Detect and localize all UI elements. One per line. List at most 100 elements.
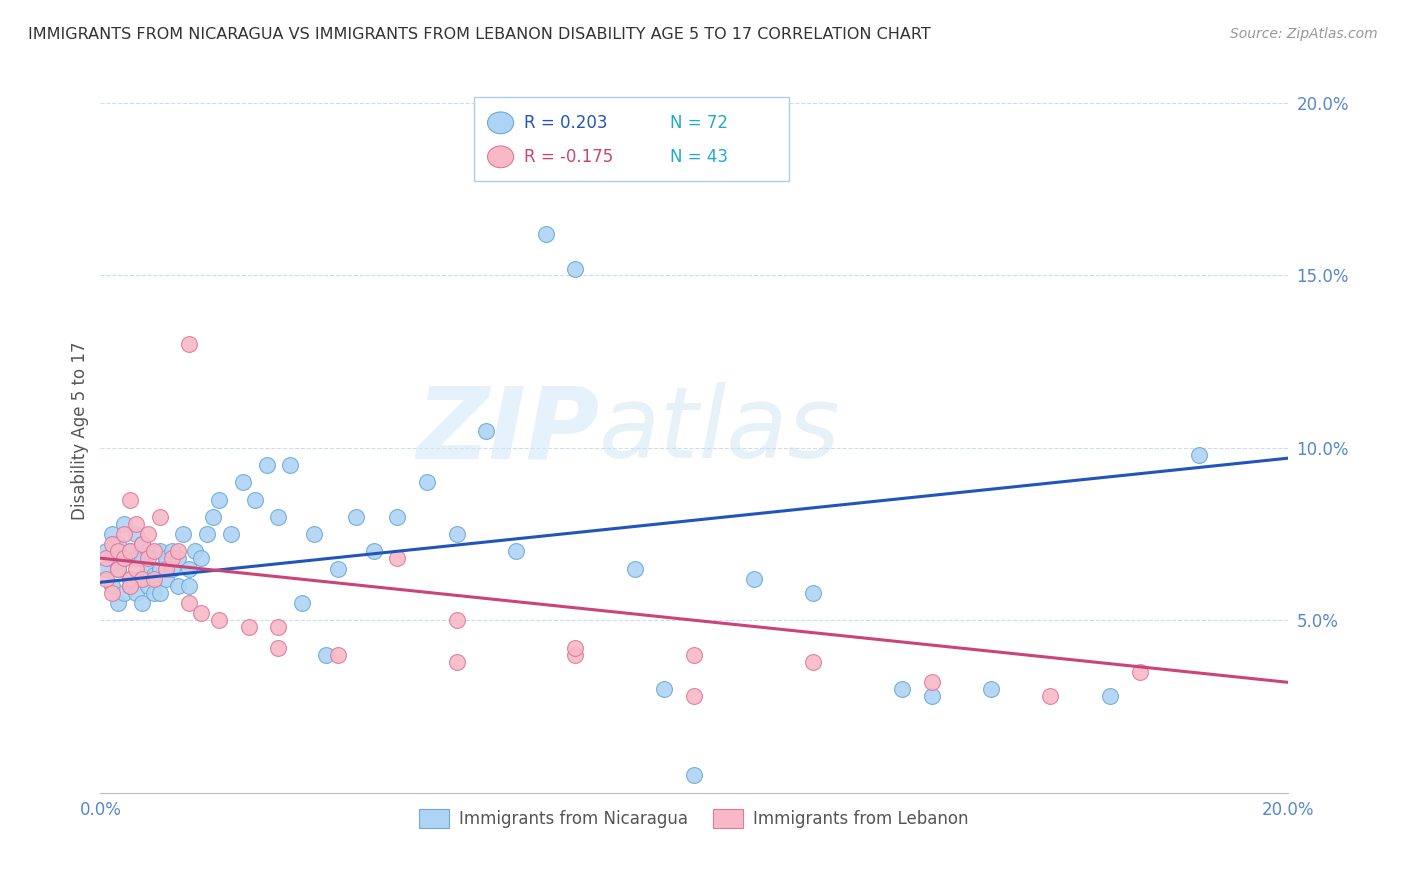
- Point: [683, 648, 706, 662]
- Point: [118, 572, 141, 586]
- Point: [446, 655, 468, 669]
- Point: [107, 561, 129, 575]
- Point: [166, 551, 188, 566]
- Point: [112, 551, 135, 566]
- Point: [125, 516, 148, 531]
- Point: [136, 561, 159, 575]
- Point: [101, 585, 124, 599]
- Point: [160, 551, 183, 566]
- Point: [149, 585, 172, 599]
- Point: [131, 572, 153, 586]
- Point: [280, 458, 302, 472]
- Point: [125, 561, 148, 575]
- Point: [243, 492, 266, 507]
- Point: [801, 585, 824, 599]
- Point: [96, 551, 118, 566]
- Point: [1039, 689, 1062, 703]
- Y-axis label: Disability Age 5 to 17: Disability Age 5 to 17: [72, 342, 89, 520]
- Point: [136, 527, 159, 541]
- Point: [256, 458, 278, 472]
- Point: [179, 579, 201, 593]
- Point: [155, 551, 177, 566]
- Ellipse shape: [488, 112, 513, 134]
- Point: [387, 509, 409, 524]
- Ellipse shape: [488, 146, 513, 168]
- Point: [190, 607, 212, 621]
- Point: [980, 682, 1002, 697]
- Point: [1128, 665, 1150, 679]
- Point: [118, 544, 141, 558]
- Point: [505, 544, 527, 558]
- Point: [107, 561, 129, 575]
- Point: [136, 551, 159, 566]
- Point: [118, 544, 141, 558]
- Point: [363, 544, 385, 558]
- Point: [96, 544, 118, 558]
- Point: [238, 620, 260, 634]
- Point: [112, 527, 135, 541]
- Point: [208, 613, 231, 627]
- Point: [387, 551, 409, 566]
- Text: atlas: atlas: [599, 382, 841, 479]
- Point: [267, 509, 290, 524]
- Point: [219, 527, 242, 541]
- Point: [131, 551, 153, 566]
- Point: [921, 675, 943, 690]
- Point: [891, 682, 914, 697]
- Point: [564, 261, 586, 276]
- FancyBboxPatch shape: [474, 97, 789, 181]
- Text: R = -0.175: R = -0.175: [524, 148, 613, 166]
- Point: [326, 561, 349, 575]
- Point: [125, 527, 148, 541]
- Point: [173, 527, 195, 541]
- Point: [107, 537, 129, 551]
- Point: [190, 551, 212, 566]
- Point: [683, 768, 706, 782]
- Point: [446, 613, 468, 627]
- Point: [107, 596, 129, 610]
- Point: [107, 544, 129, 558]
- Text: ZIP: ZIP: [416, 382, 599, 479]
- Point: [118, 579, 141, 593]
- Point: [1188, 448, 1211, 462]
- Text: N = 43: N = 43: [671, 148, 728, 166]
- Point: [416, 475, 439, 490]
- Point: [125, 585, 148, 599]
- Text: IMMIGRANTS FROM NICARAGUA VS IMMIGRANTS FROM LEBANON DISABILITY AGE 5 TO 17 CORR: IMMIGRANTS FROM NICARAGUA VS IMMIGRANTS …: [28, 27, 931, 42]
- Point: [118, 572, 141, 586]
- Point: [302, 527, 325, 541]
- Point: [155, 572, 177, 586]
- Point: [131, 537, 153, 551]
- Point: [136, 544, 159, 558]
- Point: [142, 585, 165, 599]
- Point: [534, 227, 557, 241]
- Point: [118, 579, 141, 593]
- Point: [160, 544, 183, 558]
- Point: [184, 544, 207, 558]
- Point: [267, 640, 290, 655]
- Point: [160, 561, 183, 575]
- Point: [623, 561, 645, 575]
- Point: [921, 689, 943, 703]
- Point: [446, 527, 468, 541]
- Point: [131, 596, 153, 610]
- Point: [179, 561, 201, 575]
- Text: N = 72: N = 72: [671, 114, 728, 132]
- Point: [96, 561, 118, 575]
- Text: Source: ZipAtlas.com: Source: ZipAtlas.com: [1230, 27, 1378, 41]
- Legend: Immigrants from Nicaragua, Immigrants from Lebanon: Immigrants from Nicaragua, Immigrants fr…: [413, 803, 976, 835]
- Point: [112, 516, 135, 531]
- Point: [101, 537, 124, 551]
- Point: [112, 551, 135, 566]
- Point: [344, 509, 367, 524]
- Point: [179, 596, 201, 610]
- Point: [118, 492, 141, 507]
- Text: R = 0.203: R = 0.203: [524, 114, 607, 132]
- Point: [1098, 689, 1121, 703]
- Point: [232, 475, 254, 490]
- Point: [202, 509, 225, 524]
- Point: [149, 561, 172, 575]
- Point: [136, 579, 159, 593]
- Point: [564, 648, 586, 662]
- Point: [195, 527, 218, 541]
